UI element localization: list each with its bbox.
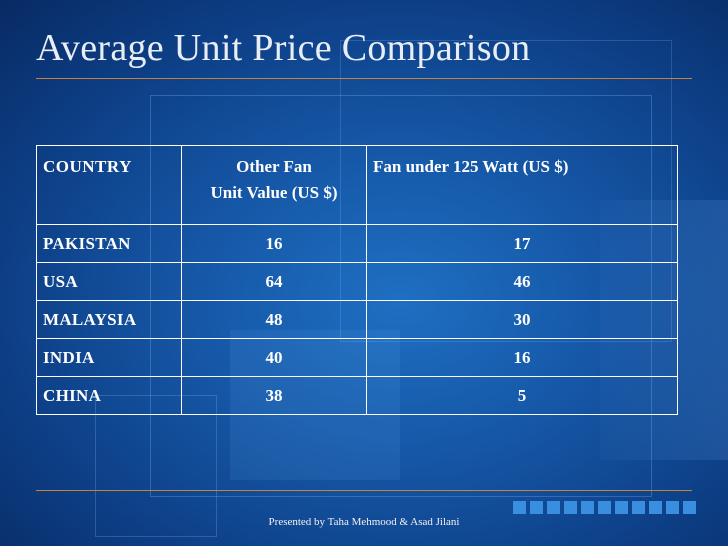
other-fan-value-cell: 48 <box>181 300 367 339</box>
decorative-square <box>632 501 645 514</box>
decorative-square <box>649 501 662 514</box>
title-divider <box>36 78 692 79</box>
other-fan-value-cell: 16 <box>181 224 367 263</box>
slide-title: Average Unit Price Comparison <box>36 27 531 69</box>
decorative-square <box>683 501 696 514</box>
fan-125w-value-cell: 30 <box>366 300 678 339</box>
decorative-square <box>547 501 560 514</box>
column-header-country: COUNTRY <box>36 145 182 225</box>
decorative-square <box>615 501 628 514</box>
decorative-square <box>564 501 577 514</box>
table-row: CHINA 38 5 <box>36 376 678 415</box>
country-cell: MALAYSIA <box>36 300 182 339</box>
other-fan-value-cell: 40 <box>181 338 367 377</box>
column-header-other-fan: Other Fan Unit Value (US $) <box>181 145 367 225</box>
country-cell: USA <box>36 262 182 301</box>
table-row: USA 64 46 <box>36 262 678 301</box>
decorative-square <box>598 501 611 514</box>
presenter-credit: Presented by Taha Mehmood & Asad Jilani <box>268 516 460 528</box>
table-row: PAKISTAN 16 17 <box>36 224 678 263</box>
footer-divider <box>36 490 692 491</box>
decorative-square <box>513 501 526 514</box>
table-row: MALAYSIA 48 30 <box>36 300 678 339</box>
price-comparison-table: COUNTRY Other Fan Unit Value (US $) Fan … <box>36 145 678 415</box>
fan-125w-value-cell: 16 <box>366 338 678 377</box>
other-fan-value-cell: 64 <box>181 262 367 301</box>
fan-125w-value-cell: 17 <box>366 224 678 263</box>
country-cell: PAKISTAN <box>36 224 182 263</box>
decorative-square <box>666 501 679 514</box>
table-header-row: COUNTRY Other Fan Unit Value (US $) Fan … <box>36 145 678 225</box>
other-fan-value-cell: 38 <box>181 376 367 415</box>
fan-125w-value-cell: 46 <box>366 262 678 301</box>
country-cell: CHINA <box>36 376 182 415</box>
table-row: INDIA 40 16 <box>36 338 678 377</box>
country-cell: INDIA <box>36 338 182 377</box>
decorative-square <box>530 501 543 514</box>
decorative-squares <box>513 501 696 514</box>
fan-125w-value-cell: 5 <box>366 376 678 415</box>
decorative-square <box>581 501 594 514</box>
column-header-fan-under-125w: Fan under 125 Watt (US $) <box>366 145 678 225</box>
